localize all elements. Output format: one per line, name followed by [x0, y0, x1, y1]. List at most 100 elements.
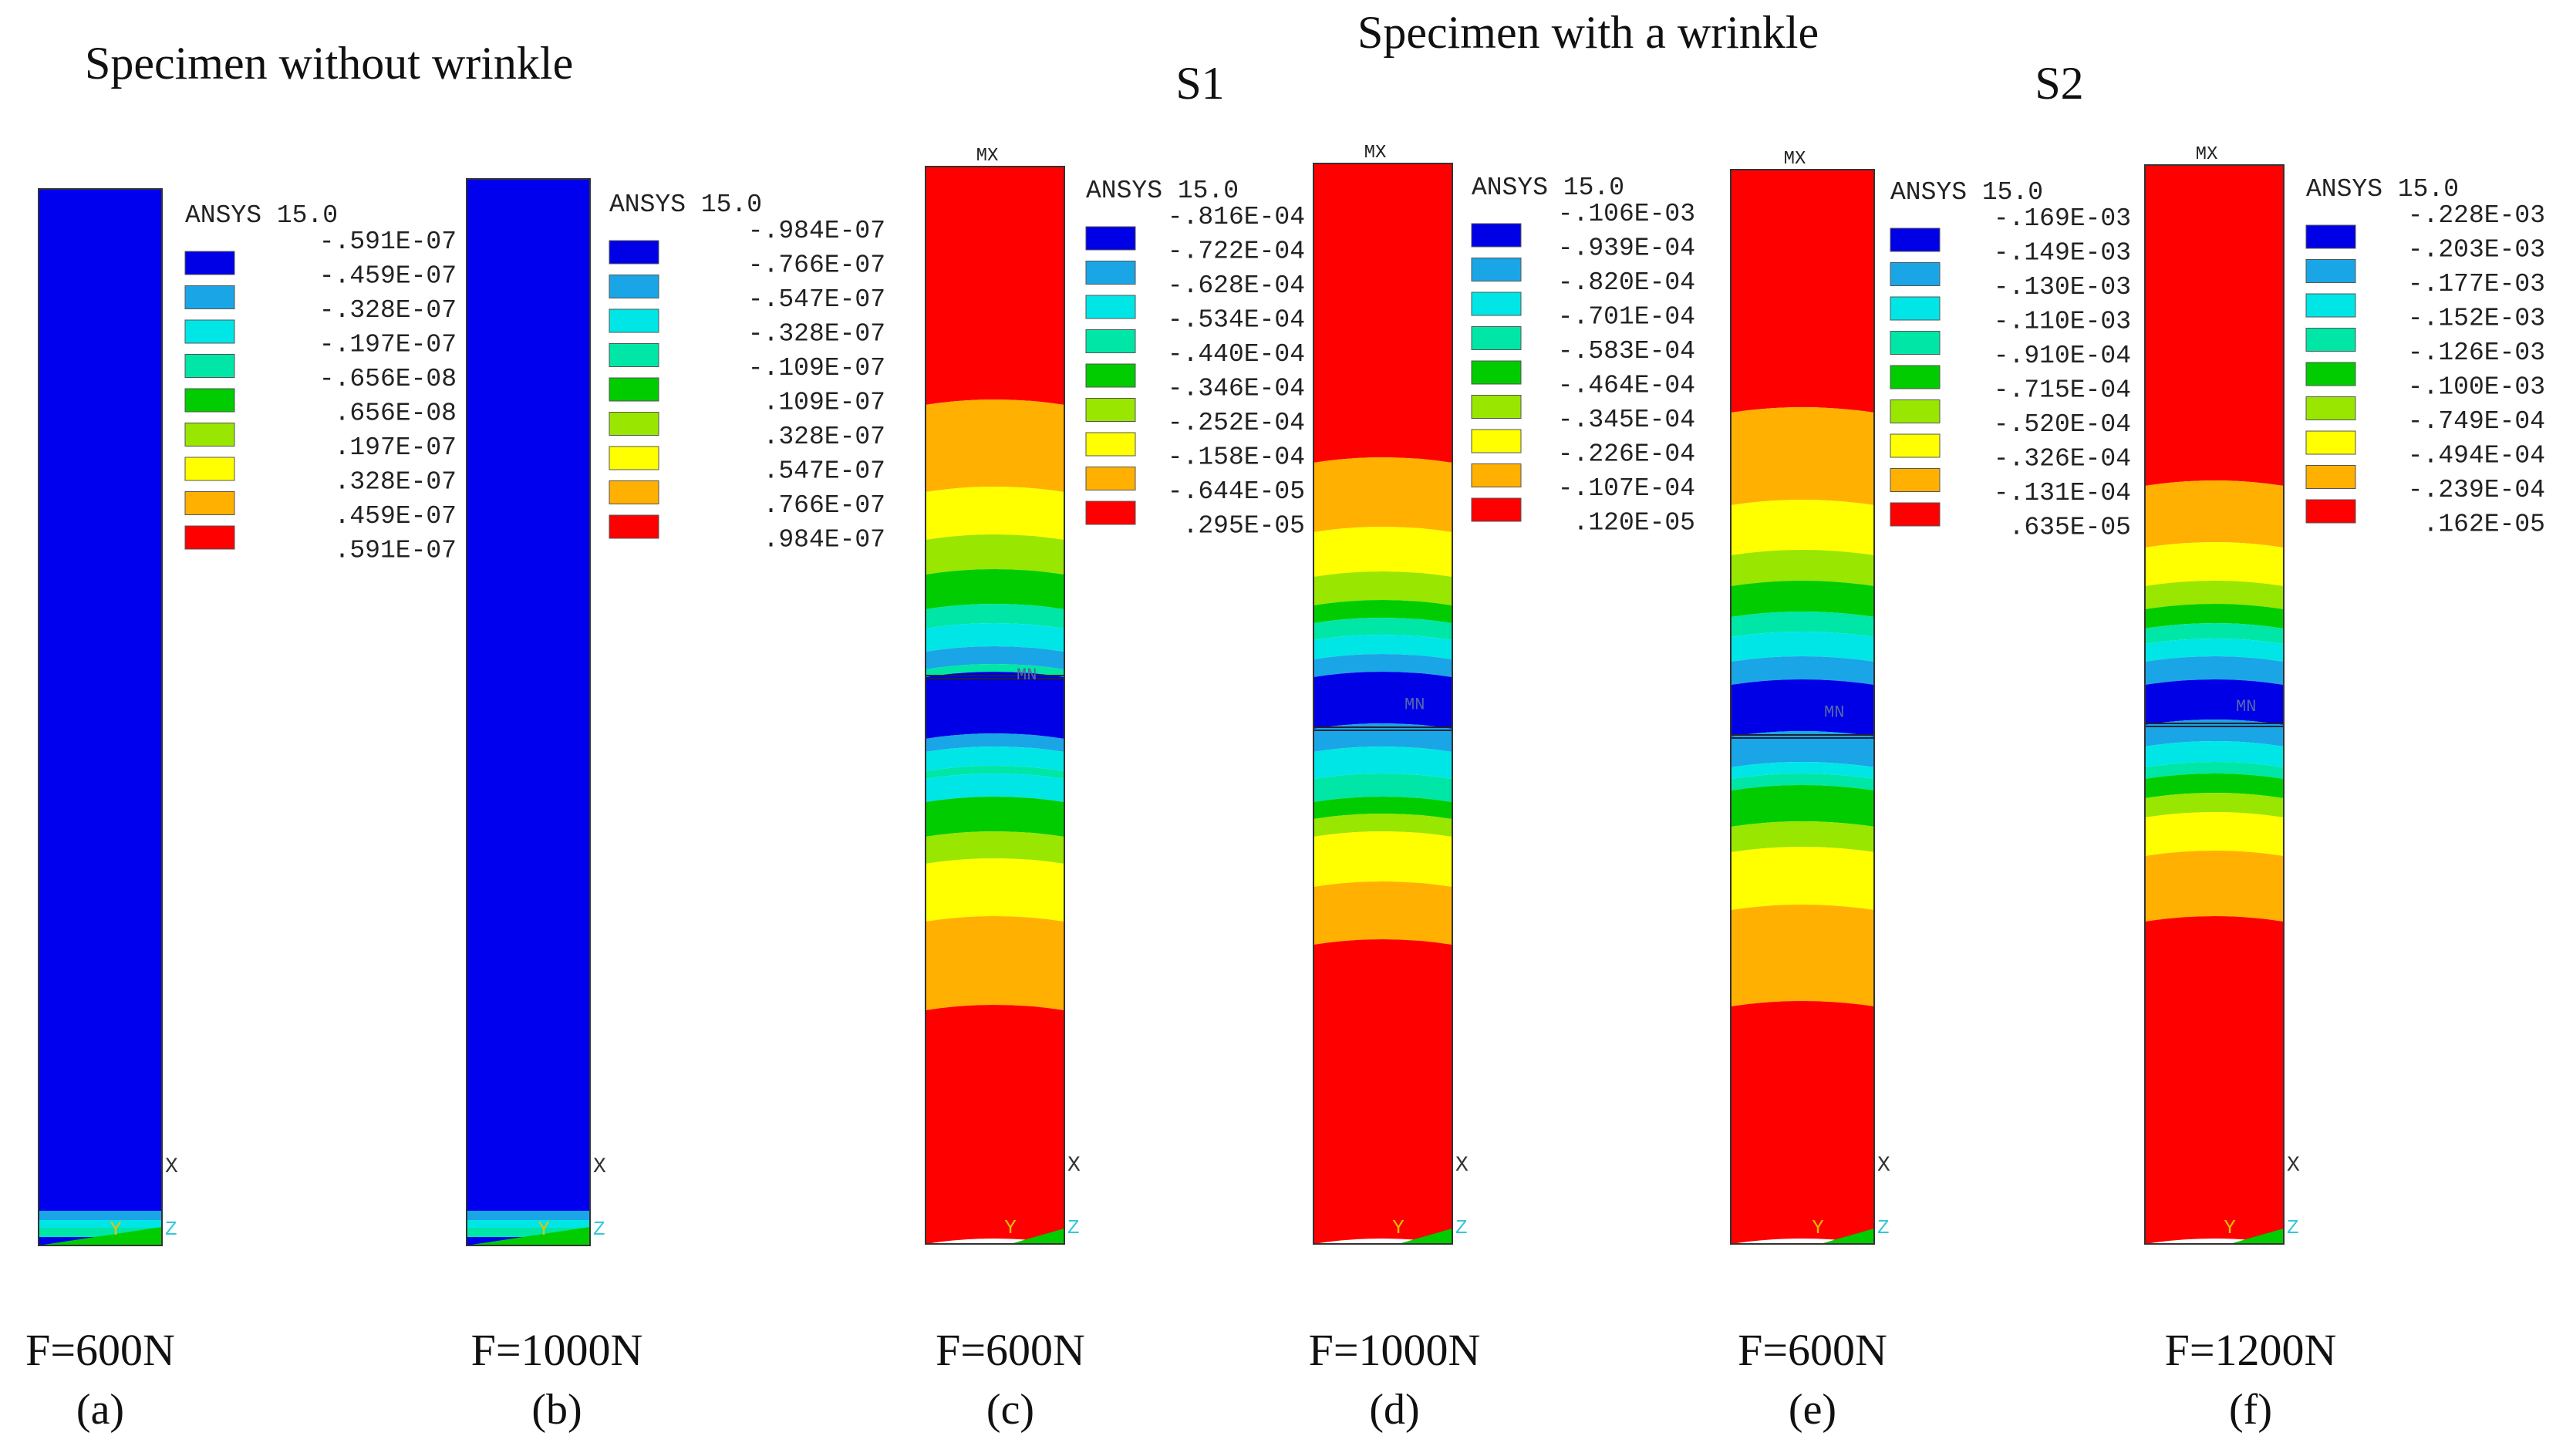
load-caption: F=600N	[1738, 1325, 1887, 1375]
legend-value: -.816E-04	[1168, 203, 1305, 231]
axis-x-label: X	[1877, 1154, 1890, 1178]
axis-x-label: X	[165, 1155, 178, 1179]
legend-value: -.583E-04	[1558, 337, 1695, 366]
axis-y-label: Y	[110, 1218, 122, 1241]
axis-z-label: Z	[165, 1218, 177, 1241]
legend-value: -.984E-07	[748, 217, 885, 245]
contour-band	[1313, 774, 1452, 802]
panel-label: (e)	[1789, 1386, 1836, 1434]
legend-value: -.239E-04	[2408, 476, 2545, 504]
contour-band	[1313, 654, 1452, 677]
legend-swatch	[184, 457, 235, 481]
legend-swatch	[184, 354, 235, 378]
legend-b: ANSYS 15.0-.984E-07 -.766E-07 -.547E-07 -.3…	[609, 190, 885, 554]
group-label-s1: S1	[1175, 58, 1224, 109]
legend-value: -.203E-03	[2408, 236, 2545, 265]
axis-z-label: Z	[593, 1218, 605, 1241]
legend-swatch	[184, 491, 235, 515]
legend-swatch	[2305, 396, 2356, 420]
panel-d: MN MX X Y Z ANSYS 15.0-.106E-03 -.939E-04 -.820…	[1309, 143, 1695, 1434]
axis-x-label: X	[593, 1155, 606, 1179]
axis-x-label: X	[2287, 1154, 2300, 1178]
base-band	[39, 1211, 162, 1220]
legend-swatch	[609, 308, 659, 333]
legend-value: .109E-07	[764, 389, 885, 417]
mn-marker: MN	[1404, 696, 1425, 715]
legend-value: .656E-08	[335, 399, 457, 428]
contour-band	[1731, 1001, 1874, 1244]
contour-band	[926, 569, 1064, 609]
legend-swatch	[609, 446, 659, 470]
contour-band	[1731, 774, 1874, 790]
axis-y-label: Y	[1392, 1216, 1404, 1239]
contour-band	[926, 167, 1064, 405]
legend-value: .635E-05	[2009, 514, 2131, 542]
legend-swatch	[1890, 502, 1941, 527]
legend-value: -.328E-07	[748, 320, 885, 349]
base-band	[467, 1227, 590, 1245]
panel-f: MN MX X Y Z ANSYS 15.0-.228E-03 -.203E-03 -.177…	[2144, 144, 2545, 1434]
legend-swatch	[1471, 292, 1522, 316]
legend-swatch	[184, 388, 235, 413]
base-band	[2230, 1228, 2284, 1244]
software-label: ANSYS 15.0	[185, 201, 338, 230]
axis-y-label: Y	[538, 1218, 550, 1241]
legend-swatch	[1890, 399, 1941, 423]
contour-band	[2145, 741, 2284, 767]
legend-swatch	[1085, 398, 1136, 422]
contour-band	[1731, 407, 1874, 505]
legend-swatch	[184, 525, 235, 550]
contour-band	[926, 672, 1064, 739]
legend-swatch	[2305, 259, 2356, 283]
load-caption: F=600N	[25, 1325, 175, 1375]
specimen-outline	[38, 188, 163, 1246]
legend-e: ANSYS 15.0-.169E-03 -.149E-03 -.130E-03 -.1…	[1890, 178, 2131, 542]
software-label: ANSYS 15.0	[1472, 174, 1624, 202]
legend-value: -.440E-04	[1168, 340, 1305, 369]
legend-value: .459E-07	[335, 502, 457, 531]
contour-band	[1731, 731, 1874, 767]
legend-swatch	[2305, 499, 2356, 524]
specimen-outline	[2144, 164, 2285, 1245]
legend-swatch	[609, 412, 659, 436]
legend-value: -.169E-03	[1994, 204, 2131, 233]
right-title: Specimen with a wrinkle	[1357, 7, 1819, 58]
contour-band	[1731, 847, 1874, 910]
panel-b: X Y Z ANSYS 15.0-.984E-07 -.766E-07 -.547E-07…	[466, 178, 885, 1434]
contour-band	[1731, 612, 1874, 637]
legend-value: -.328E-07	[319, 296, 457, 325]
legend-value: -.197E-07	[319, 331, 457, 359]
panel-label: (b)	[531, 1386, 582, 1434]
legend-swatch	[2305, 430, 2356, 455]
contour-band	[2145, 656, 2284, 685]
contour-band	[926, 774, 1064, 802]
axis-x-label: X	[1455, 1154, 1469, 1178]
contour-band	[2145, 793, 2284, 817]
contour-band	[1731, 500, 1874, 555]
contour-band	[2145, 623, 2284, 644]
panel-label: (d)	[1369, 1386, 1419, 1434]
legend-f: ANSYS 15.0-.228E-03 -.203E-03 -.177E-03 -.1…	[2305, 175, 2545, 539]
contour-band	[1731, 785, 1874, 827]
legend-value: -.464E-04	[1558, 372, 1695, 400]
legend-value: -.547E-07	[748, 285, 885, 314]
axis-y-label: Y	[1004, 1216, 1017, 1239]
legend-swatch	[1085, 363, 1136, 388]
contour-band	[1313, 939, 1452, 1244]
contour-band	[2145, 762, 2284, 779]
specimen-outline	[466, 178, 591, 1246]
legend-swatch	[609, 240, 659, 265]
base-band	[39, 1220, 162, 1228]
legend-swatch	[1890, 468, 1941, 492]
contour-band	[2145, 851, 2284, 922]
legend-swatch	[2305, 465, 2356, 489]
specimen-a	[39, 189, 162, 1245]
base-band	[467, 1220, 590, 1228]
legend-swatch	[2305, 328, 2356, 352]
contour-band	[1731, 632, 1874, 662]
legend-swatch	[1890, 296, 1941, 321]
base-band	[467, 1211, 590, 1220]
legend-value: -.326E-04	[1994, 445, 2131, 474]
contour-band	[926, 487, 1064, 540]
